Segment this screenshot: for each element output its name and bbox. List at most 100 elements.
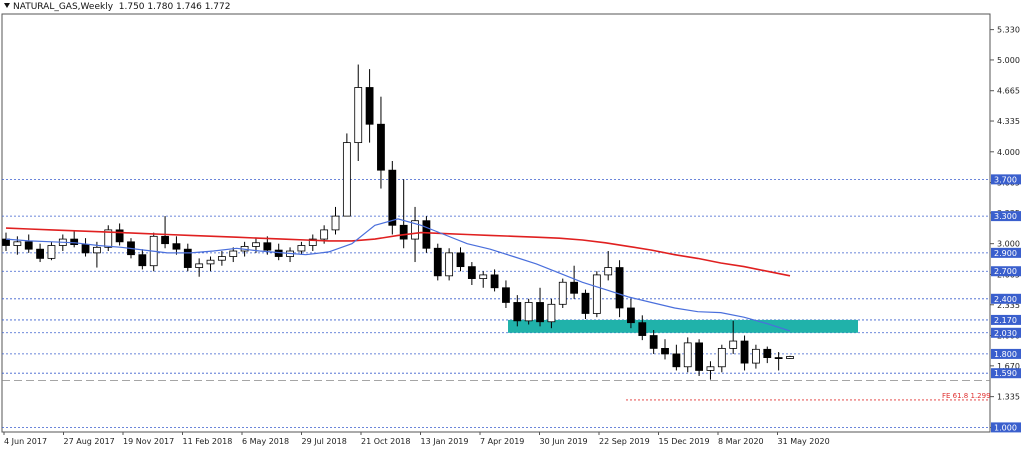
candle-body — [377, 123, 385, 171]
level-label: 3.300 — [994, 212, 1017, 221]
candle-body — [47, 245, 56, 259]
candle-body — [706, 366, 715, 371]
y-tick-label: 1.335 — [997, 393, 1020, 402]
candle-body — [172, 243, 181, 250]
candle-body — [490, 274, 499, 289]
candle-body — [467, 266, 476, 279]
x-tick-label: 29 Jul 2018 — [302, 437, 347, 446]
high-value: 1.780 — [147, 2, 174, 12]
candle-body — [104, 229, 113, 248]
level-badge — [991, 247, 1021, 258]
level-badge — [991, 293, 1021, 304]
candle-body — [411, 220, 419, 240]
candle-body — [92, 246, 101, 254]
candle-body — [263, 242, 272, 251]
candle-body — [70, 238, 79, 245]
moving-average-line — [5, 218, 791, 332]
candle-body — [740, 340, 749, 364]
candle-body — [36, 248, 44, 259]
x-tick-label: 7 Apr 2019 — [480, 437, 524, 446]
candle-body — [672, 353, 681, 368]
level-label: 1.000 — [994, 423, 1017, 432]
moving-average-line — [5, 227, 791, 277]
candle-body — [445, 252, 454, 277]
level-label: 1.800 — [994, 350, 1017, 359]
candle-body — [388, 169, 397, 226]
candle-body — [627, 307, 635, 324]
y-tick-label: 3.000 — [997, 240, 1020, 249]
candle-body — [13, 241, 22, 246]
candle-body — [683, 342, 692, 368]
candle-body — [195, 263, 204, 268]
x-tick-label: 31 May 2020 — [778, 437, 830, 446]
candle-body — [615, 267, 624, 309]
candle-body — [320, 229, 329, 240]
candle-body — [297, 245, 306, 252]
level-label: 2.900 — [994, 249, 1017, 258]
level-badge — [991, 327, 1021, 338]
candle-body — [138, 254, 147, 267]
candle-body — [331, 215, 340, 231]
candle-body — [513, 302, 522, 322]
candle-body — [354, 87, 363, 144]
candle-body — [752, 348, 760, 364]
x-tick-label: 4 Jun 2017 — [4, 437, 47, 446]
candle-body — [433, 247, 442, 277]
support-zone — [508, 319, 858, 333]
candle-body — [695, 342, 704, 371]
open-value: 1.750 — [118, 2, 145, 12]
candle-body — [456, 252, 465, 268]
candle-body — [570, 281, 579, 294]
level-label: 2.030 — [994, 329, 1017, 338]
y-tick-label: 1.670 — [997, 362, 1020, 371]
candle-body — [422, 220, 431, 249]
y-tick-label: 5.000 — [997, 56, 1020, 65]
candle-body — [479, 274, 488, 279]
candle-body — [308, 238, 317, 246]
level-badge — [991, 368, 1021, 379]
candle-body — [536, 302, 544, 323]
menu-triangle-icon[interactable] — [4, 3, 10, 8]
x-tick-label: 6 May 2018 — [242, 437, 289, 446]
candle-body — [342, 142, 351, 217]
x-tick-label: 13 Jan 2019 — [421, 437, 469, 446]
candle-body — [24, 241, 33, 250]
candle-body — [161, 235, 169, 245]
candle-body — [638, 322, 647, 336]
x-tick-label: 22 Sep 2019 — [599, 437, 650, 446]
candle-body — [252, 242, 260, 247]
candle-body — [763, 348, 772, 358]
candle-body — [2, 238, 10, 246]
x-tick-label: 15 Dec 2019 — [659, 437, 710, 446]
x-tick-label: 11 Feb 2018 — [183, 437, 233, 446]
x-tick-label: 27 Aug 2017 — [64, 437, 115, 446]
candle-body — [774, 357, 783, 359]
level-label: 3.700 — [994, 175, 1017, 184]
y-tick-label: 2.335 — [997, 301, 1020, 310]
y-tick-label: 4.665 — [997, 87, 1020, 96]
y-tick-label: 5.330 — [997, 26, 1020, 35]
x-tick-label: 30 Jun 2019 — [540, 437, 588, 446]
candle-body — [661, 347, 669, 355]
level-badge — [991, 174, 1021, 185]
level-label: 2.400 — [994, 295, 1017, 304]
candle-body — [399, 224, 408, 240]
candle-body — [217, 256, 226, 261]
x-tick-label: 19 Nov 2017 — [123, 437, 174, 446]
level-badge — [991, 211, 1021, 222]
level-label: 2.700 — [994, 267, 1017, 276]
x-tick-label: 21 Oct 2018 — [361, 437, 410, 446]
level-badge — [991, 314, 1021, 325]
candle-body — [786, 356, 794, 359]
candle-body — [365, 87, 374, 125]
candle-body — [183, 248, 192, 268]
level-badge — [991, 422, 1021, 433]
candle-body — [229, 250, 238, 257]
plot-frame — [1, 13, 991, 433]
y-tick-label: 4.335 — [997, 117, 1020, 126]
level-label: 2.170 — [994, 316, 1017, 325]
candle-body — [547, 303, 556, 323]
level-badge — [991, 348, 1021, 359]
